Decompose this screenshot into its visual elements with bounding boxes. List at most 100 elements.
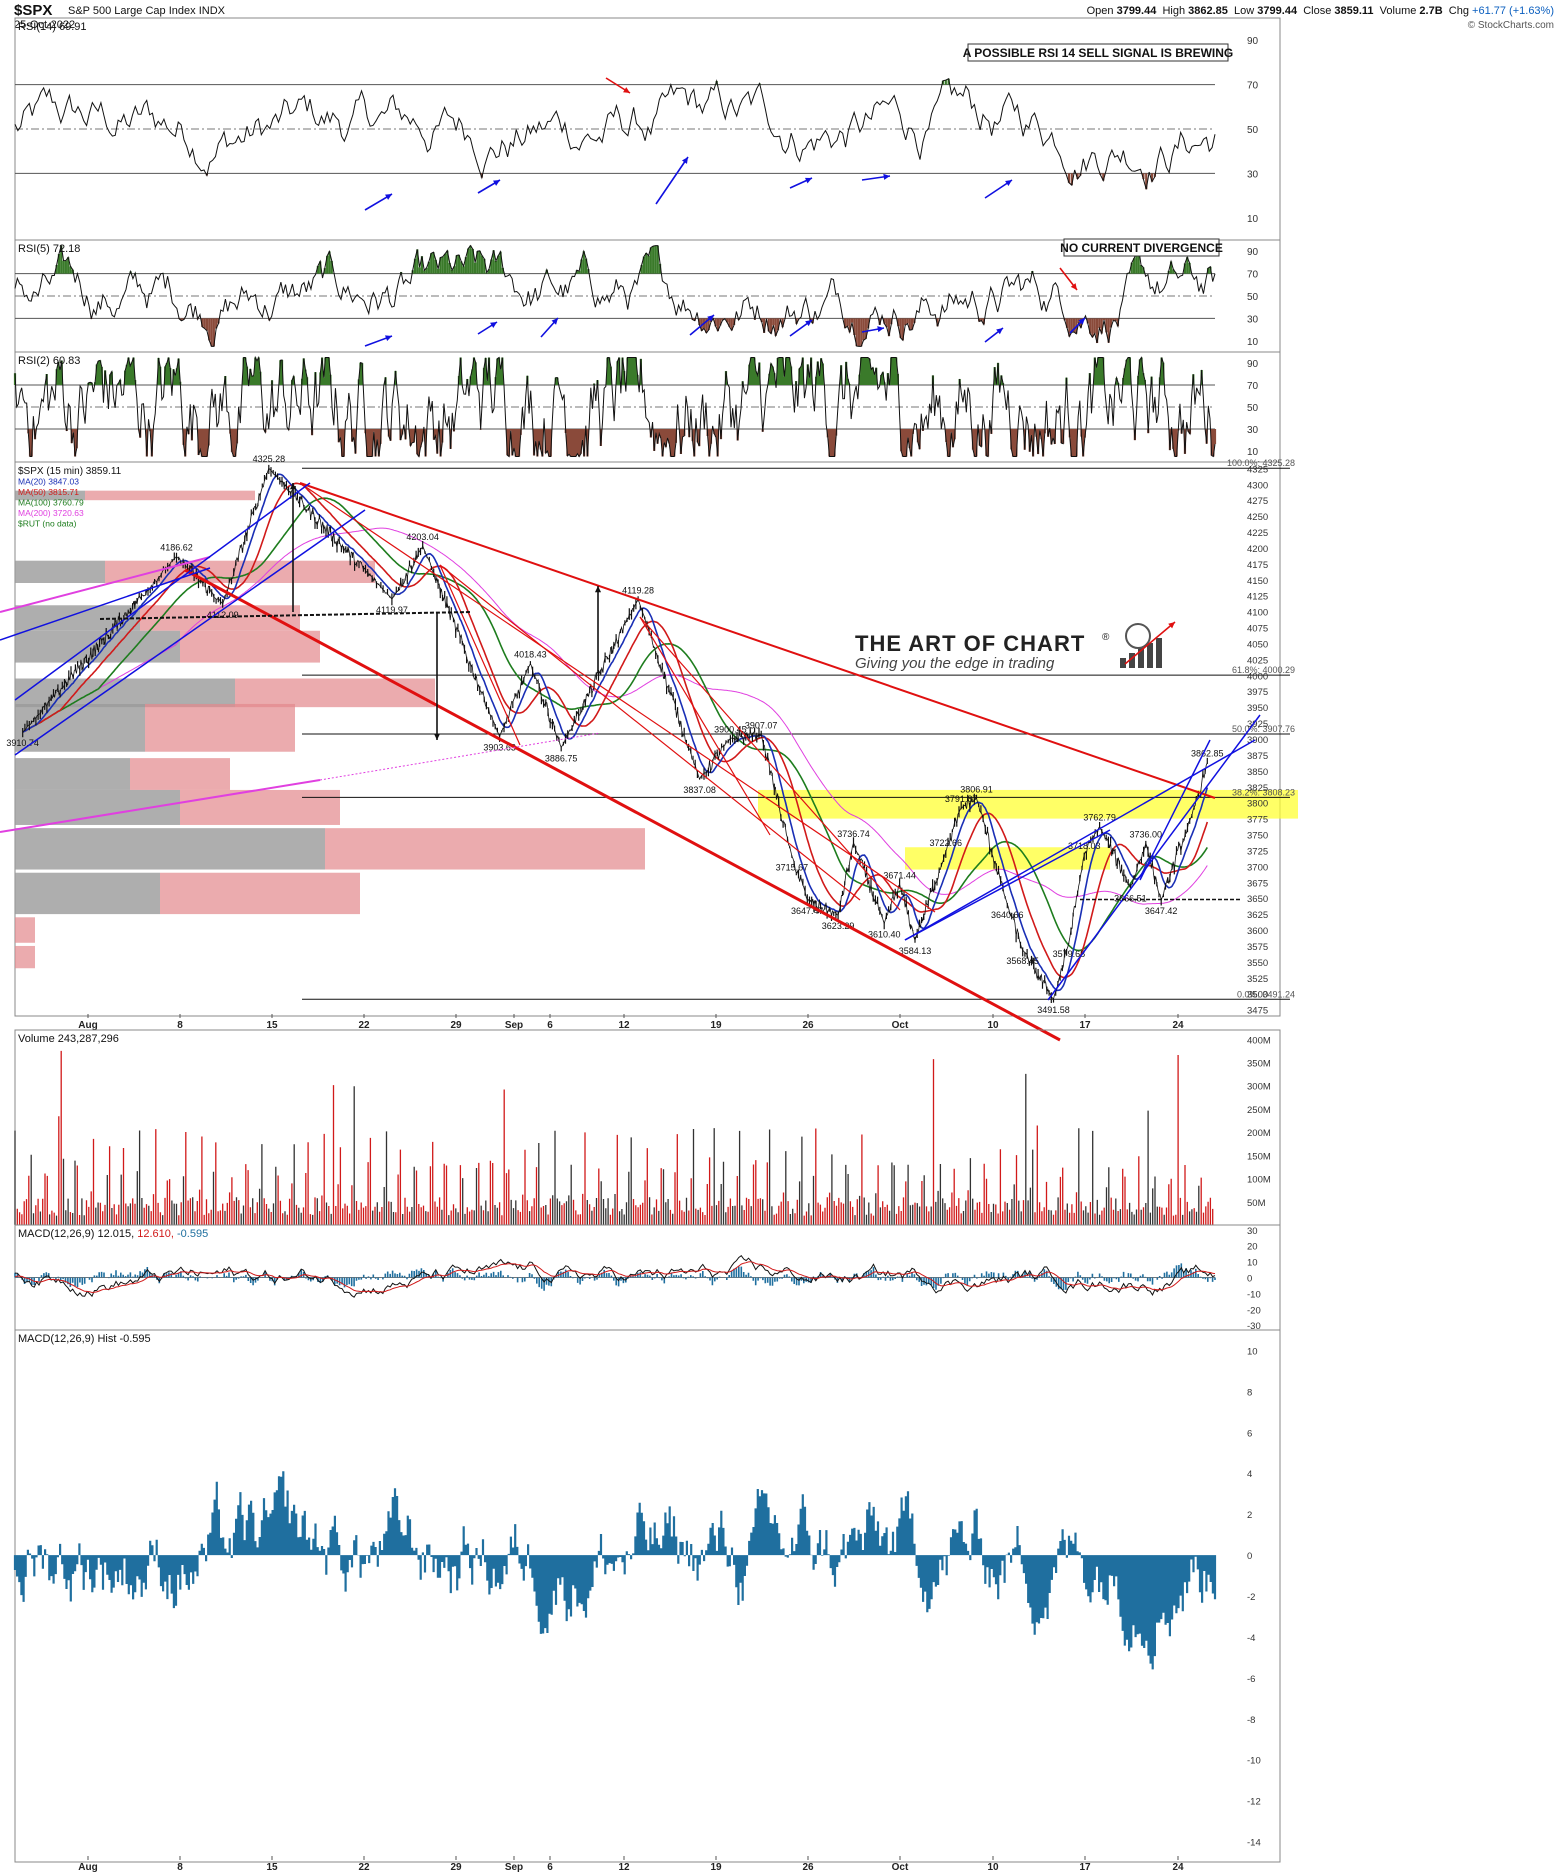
logo-bar-icon (1129, 653, 1135, 668)
pivot-label: 3579.68 (1053, 949, 1086, 959)
macd-hist-tick-label: 8 (1247, 1387, 1252, 1398)
rsi14-tick-label: 90 (1247, 36, 1259, 47)
trend-line-red (184, 568, 1061, 1042)
rsi14-divergence-arrow-head (681, 157, 688, 164)
price-tick-label: 4300 (1247, 480, 1268, 491)
macd-tick-label: -30 (1247, 1321, 1261, 1332)
macd-hist-tick-label: -6 (1247, 1674, 1255, 1685)
x-tick-label: 8 (177, 1020, 183, 1031)
price-tick-label: 3500 (1247, 990, 1268, 1001)
rsi5-annotation: NO CURRENT DIVERGENCE (1060, 241, 1223, 255)
trend-line-magenta-dotted (319, 732, 601, 781)
ma100-line (22, 497, 1208, 952)
price-tick-label: 3900 (1247, 735, 1268, 746)
trend-line-blue (904, 829, 1111, 941)
volume-tick-label: 250M (1247, 1105, 1271, 1116)
legend-entry: $RUT (no data) (18, 519, 77, 529)
pivot-label: 3903.63 (483, 743, 516, 753)
price-tick-label: 4225 (1247, 528, 1268, 539)
price-tick-label: 4100 (1247, 608, 1268, 619)
volume-tick-label: 50M (1247, 1198, 1266, 1209)
logo-mark: ® (1102, 632, 1110, 643)
price-tick-label: 3475 (1247, 1006, 1268, 1017)
pivot-label: 3910.74 (6, 738, 39, 748)
rsi5-tick-label: 90 (1247, 247, 1259, 258)
ma50-line (22, 482, 1209, 979)
rsi5-divergence-arrow-head (551, 318, 558, 325)
pivot-label: 4325.28 (253, 454, 286, 464)
rsi14-tick-label: 30 (1247, 169, 1259, 180)
price-tick-label: 3825 (1247, 783, 1268, 794)
rsi5-group: 90 70 50 30 10 RSI(5) 72.18 NO CURRENT DIVERGE… (14, 238, 1259, 348)
volume-bars-up (16, 1050, 1214, 1225)
macd-tick-label: 30 (1247, 1226, 1258, 1237)
volume-tick-label: 200M (1247, 1128, 1271, 1139)
x-tick-label: 17 (1079, 1862, 1091, 1872)
stockcharts-watermark: © StockCharts.com (1467, 20, 1554, 31)
volume-tick-label: 400M (1247, 1035, 1271, 1046)
macd-hist-tick-label: -14 (1247, 1838, 1261, 1849)
macd-hist-tick-label: 6 (1247, 1428, 1252, 1439)
rsi5-tick-label: 30 (1247, 314, 1259, 325)
rsi14-group: 90 70 50 30 10 RSI(14) 69.91 A POSSIBLE RSI 14… (14, 21, 1259, 225)
logo-bar-icon (1147, 643, 1153, 668)
rsi5-divergence-arrow-head (996, 328, 1003, 335)
x-tick-label: Oct (892, 1862, 909, 1872)
trend-line-red (439, 564, 861, 901)
pivot-label: 4186.62 (160, 542, 193, 552)
legend-entry: $SPX (15 min) 3859.11 (18, 466, 122, 477)
rsi5-overbought-fill (55, 245, 1212, 274)
pivot-label: 3584.13 (899, 946, 932, 956)
fib-label: 38.2%: 3808.23 (1232, 787, 1295, 797)
rsi5-divergence-arrow-head (707, 315, 714, 322)
price-tick-label: 3525 (1247, 974, 1268, 985)
rsi14-tick-label: 50 (1247, 125, 1259, 136)
x-tick-label: 12 (618, 1020, 630, 1031)
macd-hist-panel-frame (14, 1329, 1281, 1863)
rsi14-divergence-arrow-head (385, 194, 392, 200)
rsi2-tick-label: 30 (1247, 425, 1259, 436)
trend-line-blue (14, 509, 366, 756)
rsi5-divergence-arrow-head (805, 320, 812, 327)
logo-arrow-icon-head (1168, 622, 1175, 629)
rsi5-tick-label: 70 (1247, 270, 1259, 281)
x-tick-label: 8 (177, 1862, 183, 1872)
price-tick-label: 3775 (1247, 815, 1268, 826)
logo-bar-icon (1138, 648, 1144, 668)
volume-tick-label: 150M (1247, 1151, 1271, 1162)
trend-line-red (639, 616, 901, 911)
legend-entry: MA(20) 3847.03 (18, 477, 79, 487)
fib-label: 0.0%: 3491.24 (1237, 989, 1295, 999)
macd-hist-group: 10 8 6 4 2 0 -2 -4 -6 -8 -10 -12 -14 MACD(12,26,9) Hi… (13, 1333, 1261, 1849)
macd-value: 12.015, (97, 1228, 137, 1240)
price-tick-label: 4150 (1247, 576, 1268, 587)
macd-hist-tick-label: -2 (1247, 1592, 1255, 1603)
price-tick-label: 3925 (1247, 719, 1268, 730)
macd-signal-value: 12.610, (137, 1228, 177, 1240)
macd-hist-tick-label: -12 (1247, 1797, 1261, 1808)
macd-signal-line (14, 1261, 1216, 1294)
x-tick-label: Sep (505, 1020, 523, 1031)
fib-label: 61.8%: 4000.29 (1232, 665, 1295, 675)
x-tick-label: 24 (1172, 1020, 1184, 1031)
rsi14-annotation-box (967, 43, 1229, 62)
volume-tick-label: 100M (1247, 1175, 1271, 1186)
price-tick-label: 3550 (1247, 958, 1268, 969)
rsi14-divergence-arrow-head (883, 173, 890, 180)
rsi2-line (14, 355, 1216, 458)
pivot-label: 3862.85 (1191, 749, 1224, 759)
pivot-label: 3671.44 (883, 871, 916, 881)
macd-tick-label: 0 (1247, 1274, 1252, 1285)
pivot-label: 3806.91 (960, 784, 993, 794)
fib-label: 100.0%: 4325.28 (1227, 458, 1295, 468)
macd-hist-label: MACD(12,26,9) Hist -0.595 (18, 1333, 151, 1345)
pivot-label: 4203.04 (406, 532, 439, 542)
price-tick-label: 4050 (1247, 639, 1268, 650)
macd-label: MACD(12,26,9) 12.015, 12.610, -0.595 (18, 1228, 208, 1240)
price-tick-label: 4175 (1247, 560, 1268, 571)
volume-profile-gray (15, 490, 85, 501)
x-tick-label: 10 (987, 1862, 999, 1872)
legend-entry: MA(100) 3760.79 (18, 498, 84, 508)
price-tick-label: 3575 (1247, 942, 1268, 953)
rsi14-tick-label: 70 (1247, 81, 1259, 92)
